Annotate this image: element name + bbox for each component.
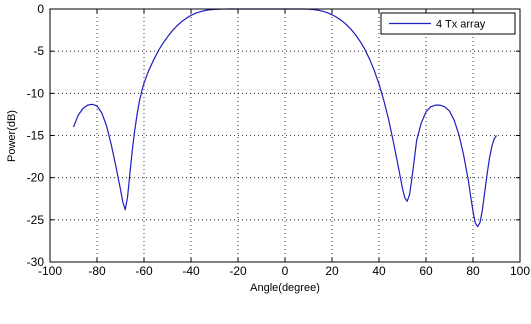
y-axis-title: Power(dB) — [6, 110, 18, 162]
x-tick-label: -60 — [135, 264, 153, 278]
y-tick-label: -10 — [27, 86, 45, 100]
legend: 4 Tx array — [380, 12, 516, 35]
y-tick-labels: 0 -5 -10 -15 -20 -25 -30 — [27, 2, 45, 269]
y-tick-label: -15 — [27, 129, 45, 143]
x-tick-label: 80 — [466, 264, 480, 278]
y-tick-label: -30 — [27, 255, 45, 269]
x-tick-label: 20 — [325, 264, 339, 278]
x-tick-label: -80 — [88, 264, 106, 278]
y-tick-label: 0 — [37, 2, 44, 16]
x-tick-label: -100 — [38, 264, 62, 278]
legend-label: 4 Tx array — [436, 19, 486, 31]
x-tick-label: -20 — [229, 264, 247, 278]
y-tick-label: -25 — [27, 213, 45, 227]
plot-frame — [49, 8, 521, 263]
plot-area — [49, 8, 521, 263]
x-tick-label: 60 — [419, 264, 433, 278]
x-axis-title: Angle(degree) — [250, 282, 320, 294]
x-tick-label: 100 — [510, 264, 530, 278]
x-tick-labels: -100 -80 -60 -40 -20 0 20 40 60 80 100 — [38, 264, 530, 278]
x-tick-label: -40 — [182, 264, 200, 278]
y-tick-label: -20 — [27, 171, 45, 185]
legend-box — [380, 12, 516, 35]
x-tick-label: 40 — [372, 264, 386, 278]
x-tick-label: 0 — [282, 264, 289, 278]
y-tick-label: -5 — [33, 44, 44, 58]
